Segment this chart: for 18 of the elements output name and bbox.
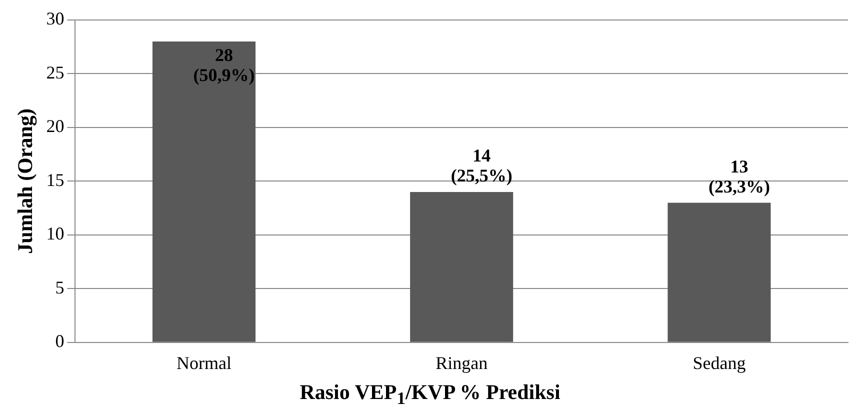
- y-tick-label: 10: [46, 224, 64, 244]
- data-label: 13 (23,3%): [708, 156, 770, 196]
- y-tick-label: 0: [55, 331, 64, 352]
- x-tick-label: Normal: [176, 352, 232, 373]
- data-label: 14 (25,5%): [450, 146, 512, 186]
- x-tick-label: Ringan: [436, 352, 488, 373]
- y-tick-label: 5: [55, 277, 64, 298]
- bar: [152, 41, 256, 342]
- bar: [668, 202, 771, 342]
- y-tick-label: 20: [46, 116, 64, 136]
- y-tick-label: 30: [46, 8, 64, 29]
- y-axis-title: Jumlah (Orang): [13, 108, 38, 254]
- x-tick-label: Sedang: [692, 352, 746, 373]
- y-tick-label: 15: [46, 170, 64, 190]
- data-label: 28 (50,9%): [193, 45, 255, 86]
- y-tick-label: 25: [46, 62, 64, 82]
- bar: [410, 192, 514, 342]
- x-axis-title: Rasio VEP$_{1}$/KVP % Prediksi: [298, 380, 562, 410]
